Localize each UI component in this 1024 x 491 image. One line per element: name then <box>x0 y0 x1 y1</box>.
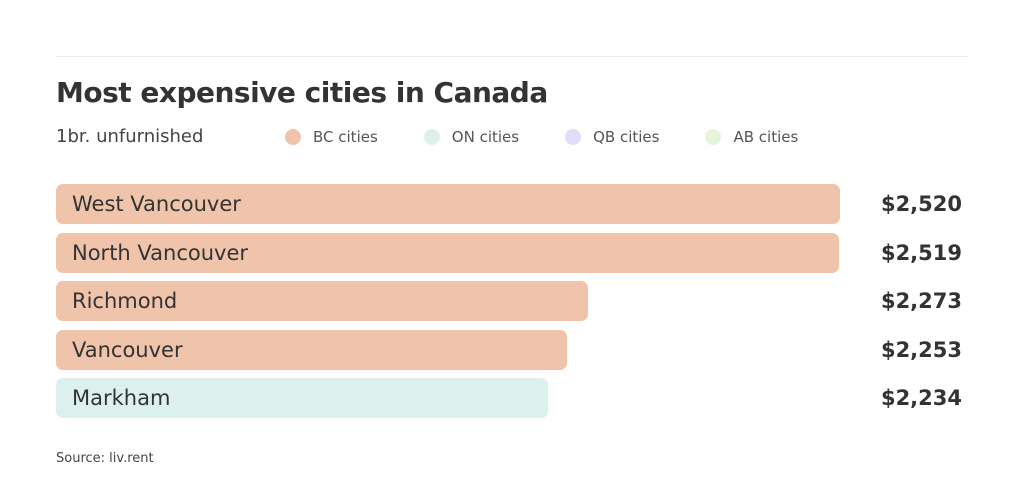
legend-label: ON cities <box>451 128 520 146</box>
legend-item: AB cities <box>705 128 798 146</box>
legend-swatch <box>423 129 440 145</box>
legend-item: BC cities <box>285 128 378 146</box>
bar-row: North Vancouver $2,519 <box>56 232 968 273</box>
bar <box>56 184 840 224</box>
legend-label: AB cities <box>733 128 799 146</box>
top-divider <box>56 56 968 57</box>
chart-title: Most expensive cities in Canada <box>56 76 548 109</box>
bar-row: Vancouver $2,253 <box>56 329 968 370</box>
bar <box>56 232 839 273</box>
legend: BC cities ON cities QB cities AB cities <box>285 128 844 146</box>
value-label: $2,253 <box>880 337 962 362</box>
bar-label: Richmond <box>72 289 178 313</box>
bar-label: North Vancouver <box>72 240 249 265</box>
bar-label: West Vancouver <box>72 192 241 216</box>
legend-swatch <box>285 129 301 145</box>
source-note: Source: liv.rent <box>56 451 154 466</box>
legend-label: BC cities <box>313 128 378 146</box>
value-label: $2,273 <box>880 289 962 313</box>
bar-row: Richmond $2,273 <box>56 281 968 321</box>
legend-swatch <box>705 129 722 145</box>
legend-label: QB cities <box>593 128 660 146</box>
legend-item: QB cities <box>565 128 659 146</box>
value-label: $2,520 <box>880 192 962 216</box>
bar <box>56 281 588 321</box>
bar-label: Markham <box>72 386 171 410</box>
bar <box>56 329 568 370</box>
legend-swatch <box>565 129 582 145</box>
value-label: $2,234 <box>880 386 962 410</box>
legend-item: ON cities <box>423 128 520 146</box>
bar-label: Vancouver <box>72 337 183 362</box>
bar-row: West Vancouver $2,520 <box>56 184 968 224</box>
bar <box>56 378 549 418</box>
chart-subtitle: 1br. unfurnished <box>56 126 204 147</box>
value-label: $2,519 <box>880 240 962 265</box>
bar-row: Markham $2,234 <box>56 378 968 418</box>
